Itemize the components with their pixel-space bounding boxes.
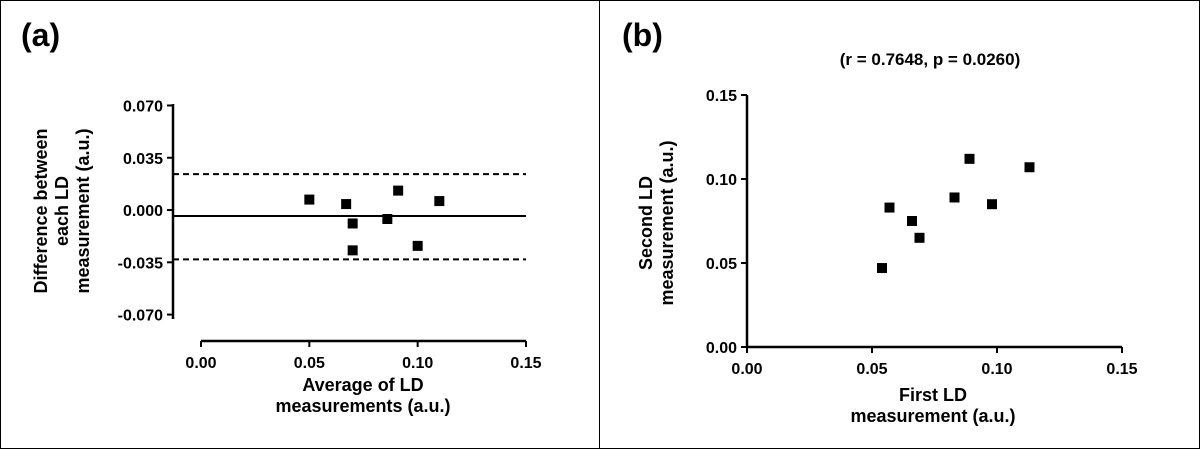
data-point xyxy=(914,232,925,243)
y-tick-label: 0.000 xyxy=(123,203,163,220)
data-point xyxy=(1024,162,1035,173)
y-tick-label: 0.00 xyxy=(706,340,737,357)
data-point xyxy=(884,202,895,213)
data-point xyxy=(347,218,358,229)
x-axis-label: First LD xyxy=(899,385,967,405)
data-point xyxy=(393,185,404,196)
x-tick-label: 0.05 xyxy=(294,355,325,372)
panel-b-label: (b) xyxy=(622,17,663,53)
x-tick-label: 0.15 xyxy=(510,355,541,372)
x-tick-label: 0.00 xyxy=(731,361,762,378)
x-tick-label: 0.10 xyxy=(981,361,1012,378)
panel-a-label: (a) xyxy=(21,17,61,53)
y-axis-label: measurement (a.u.) xyxy=(657,140,677,305)
bland-altman-plot: 0.070 0.035 0.000 -0.035 -0.070 0.00 0.05 0.10 0… xyxy=(31,98,542,416)
data-point xyxy=(434,196,445,207)
panel-a-bland-altman: (a) 0.070 0.035 0.000 -0.035 -0.070 0.00 0.05 0… xyxy=(1,1,599,448)
x-axis-label: measurement (a.u.) xyxy=(850,406,1015,426)
x-tick-label: 0.10 xyxy=(402,355,433,372)
data-point xyxy=(964,153,975,164)
x-axis-label: measurements (a.u.) xyxy=(275,396,450,416)
data-point xyxy=(341,199,352,210)
data-point xyxy=(304,194,315,205)
data-point xyxy=(949,192,960,203)
y-axis-label: each LD xyxy=(52,176,72,246)
x-tick-label: 0.15 xyxy=(1106,361,1137,378)
y-tick-label: -0.035 xyxy=(118,255,163,272)
y-axis-label: Difference between xyxy=(31,128,51,293)
data-point xyxy=(877,263,887,274)
y-tick-label: 0.15 xyxy=(706,88,737,105)
data-point xyxy=(907,216,917,226)
y-tick-label: 0.070 xyxy=(123,98,163,115)
y-axis-label: Second LD xyxy=(636,176,656,270)
y-tick-label: -0.070 xyxy=(118,308,163,325)
data-point xyxy=(412,240,423,251)
data-point xyxy=(987,199,997,210)
panel-b-correlation: (b) (r = 0.7648, p = 0.0260) 0.00 0.05 0.10… xyxy=(599,1,1200,448)
data-point xyxy=(382,213,393,224)
x-tick-label: 0.05 xyxy=(856,361,887,378)
y-tick-label: 0.10 xyxy=(706,172,737,189)
y-tick-label: 0.035 xyxy=(123,151,163,168)
correlation-scatter-plot: (r = 0.7648, p = 0.0260) 0.00 0.05 0.10 0.15… xyxy=(636,50,1138,426)
x-axis-label: Average of LD xyxy=(302,375,423,395)
chart-title: (r = 0.7648, p = 0.0260) xyxy=(840,50,1021,69)
x-tick-label: 0.00 xyxy=(185,355,216,372)
data-point xyxy=(347,245,358,256)
y-tick-label: 0.05 xyxy=(706,256,737,273)
y-axis-label: measurement (a.u.) xyxy=(73,128,93,293)
